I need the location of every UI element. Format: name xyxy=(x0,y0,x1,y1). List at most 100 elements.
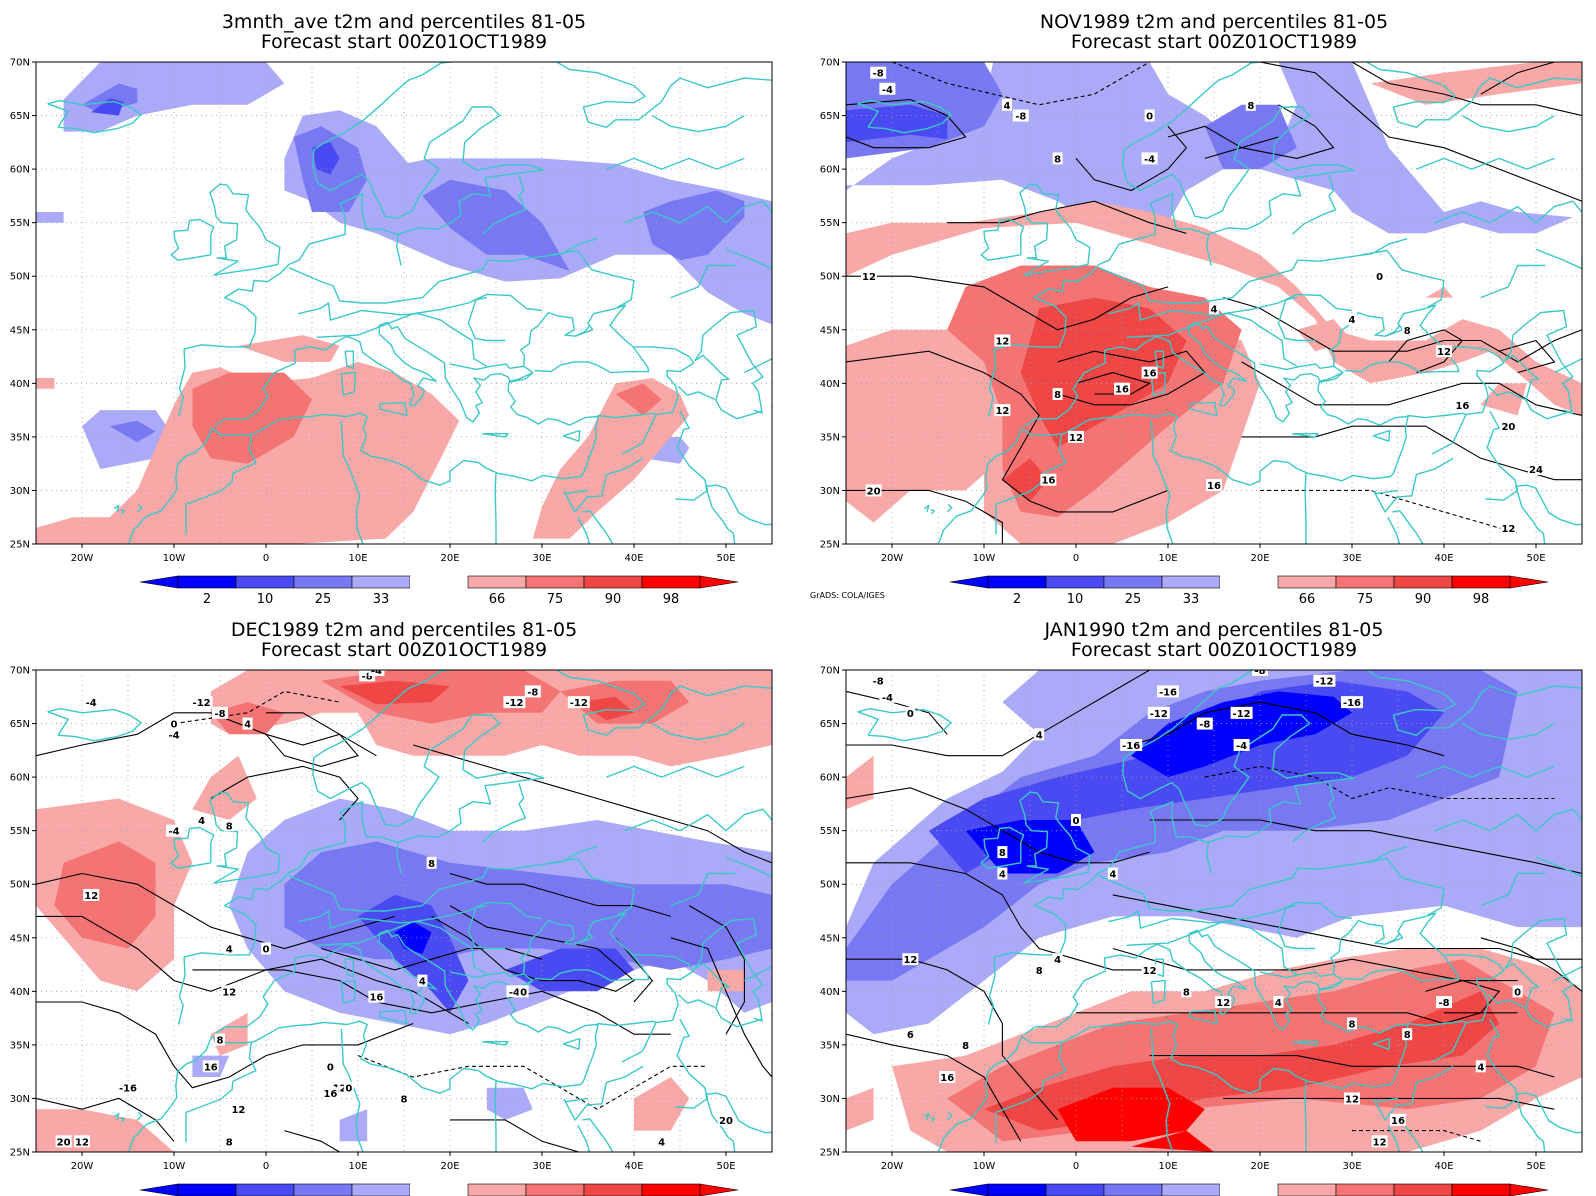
lat-tick-label: 50N xyxy=(820,272,840,283)
temperature-contour xyxy=(1259,62,1582,202)
svg-text:4: 4 xyxy=(244,720,251,731)
contour-label: -16 xyxy=(1120,738,1143,752)
coastline xyxy=(1304,473,1307,544)
coastline xyxy=(1108,302,1298,367)
svg-text:-4: -4 xyxy=(86,698,97,709)
svg-text:20: 20 xyxy=(719,1116,733,1127)
contour-label: 12 xyxy=(230,1103,247,1116)
lon-tick-label: 10W xyxy=(163,1161,186,1172)
coastline xyxy=(753,1017,764,1022)
lat-tick-label: 40N xyxy=(820,379,840,390)
contour-label: 12 xyxy=(1068,430,1084,444)
coastline xyxy=(582,1118,614,1152)
coastline xyxy=(1487,385,1526,401)
coastline xyxy=(1563,409,1574,414)
colorbar-swatch xyxy=(1451,575,1511,589)
colorbar-swatch xyxy=(351,1183,411,1196)
coastline xyxy=(621,414,657,455)
anomaly-region-b33 xyxy=(486,1087,533,1120)
coastline xyxy=(563,1097,589,1121)
coastline xyxy=(624,200,772,224)
anomaly-region-r75 xyxy=(192,372,312,464)
lat-tick-label: 25N xyxy=(10,540,30,551)
coastline xyxy=(1397,457,1454,498)
anomaly-region-r90 xyxy=(1020,297,1187,448)
coastline xyxy=(1480,872,1546,907)
svg-text:-4: -4 xyxy=(168,827,179,838)
contour-label: 0 xyxy=(1512,985,1523,998)
contour-label: 4 xyxy=(242,717,253,731)
anomaly-region-b10 xyxy=(505,948,634,992)
svg-text:12: 12 xyxy=(84,891,98,902)
coastline xyxy=(587,457,644,498)
lat-tick-label: 70N xyxy=(10,666,30,677)
coastline xyxy=(494,1081,497,1152)
colorbar-swatch xyxy=(1161,1183,1221,1196)
colorbar-swatch xyxy=(293,575,353,589)
lat-tick-label: 45N xyxy=(820,933,840,944)
contour-label: -8 xyxy=(1012,109,1029,123)
lon-tick-label: 10E xyxy=(348,553,367,564)
colorbar-swatch xyxy=(987,575,1047,589)
svg-text:0: 0 xyxy=(263,944,270,955)
credit-text: GrADS: COLA/IGES xyxy=(810,591,885,600)
svg-text:-4: -4 xyxy=(1144,154,1155,165)
contour-label: 8 xyxy=(1245,98,1256,112)
coastline xyxy=(753,409,764,414)
contour-label: 0 xyxy=(1144,109,1155,123)
map-panel-nov: NOV1989 t2m and percentiles 81-05Forecas… xyxy=(810,11,1583,607)
svg-text:4: 4 xyxy=(1477,1062,1484,1073)
coastline xyxy=(136,503,143,513)
contour-label: 12 xyxy=(1371,1135,1388,1148)
coastline xyxy=(340,420,364,544)
coastline xyxy=(1292,433,1319,438)
lat-tick-label: 65N xyxy=(10,111,30,122)
coastline xyxy=(857,707,952,742)
temperature-contour xyxy=(1480,62,1555,95)
svg-text:12: 12 xyxy=(231,1105,245,1116)
coastline xyxy=(1154,350,1165,369)
coastline xyxy=(923,504,930,513)
svg-text:-8: -8 xyxy=(873,677,884,688)
svg-text:12: 12 xyxy=(222,987,236,998)
svg-text:4: 4 xyxy=(999,870,1006,881)
contour-label: -4 xyxy=(368,670,385,677)
contour-label: -8 xyxy=(212,706,228,720)
map-panel-3mnth: 3mnth_ave t2m and percentiles 81-05Forec… xyxy=(10,11,773,607)
svg-text:4: 4 xyxy=(658,1137,665,1148)
coastline xyxy=(1205,842,1212,874)
contour-label: 4 xyxy=(997,867,1008,881)
coastline xyxy=(1373,489,1399,513)
coastline xyxy=(340,371,356,396)
contour-label: 0 xyxy=(905,706,916,720)
contour-label: -12 xyxy=(503,696,526,709)
temperature-contour xyxy=(846,489,1003,544)
colorbar-label: 98 xyxy=(1473,592,1490,607)
svg-text:-4: -4 xyxy=(509,987,520,998)
contour-label: -16 xyxy=(1157,685,1179,698)
temperature-contour xyxy=(36,1097,175,1142)
contour-label: 4 xyxy=(417,974,428,988)
contour-label: -16 xyxy=(117,1081,139,1095)
svg-text:16: 16 xyxy=(369,993,383,1004)
coastline xyxy=(120,509,125,515)
svg-text:16: 16 xyxy=(1143,369,1157,380)
coastline xyxy=(214,912,650,1035)
coastline xyxy=(675,410,709,501)
contour-label: -8 xyxy=(870,674,887,688)
lon-tick-label: 50E xyxy=(716,1161,735,1172)
coastline xyxy=(177,62,545,417)
contour-label: -8 xyxy=(524,685,541,698)
colorbar-swatch xyxy=(1335,575,1395,589)
coastline xyxy=(1024,912,1460,1035)
svg-text:0: 0 xyxy=(1146,112,1153,123)
coastline xyxy=(1416,765,1555,778)
coastline xyxy=(1304,1081,1307,1152)
anomaly-region-r66 xyxy=(192,755,257,820)
temperature-contour xyxy=(846,275,1169,331)
lon-tick-label: 0 xyxy=(1073,553,1079,564)
coastline xyxy=(47,99,142,134)
temperature-contour xyxy=(1076,1012,1518,1025)
svg-text:4: 4 xyxy=(1004,101,1011,112)
